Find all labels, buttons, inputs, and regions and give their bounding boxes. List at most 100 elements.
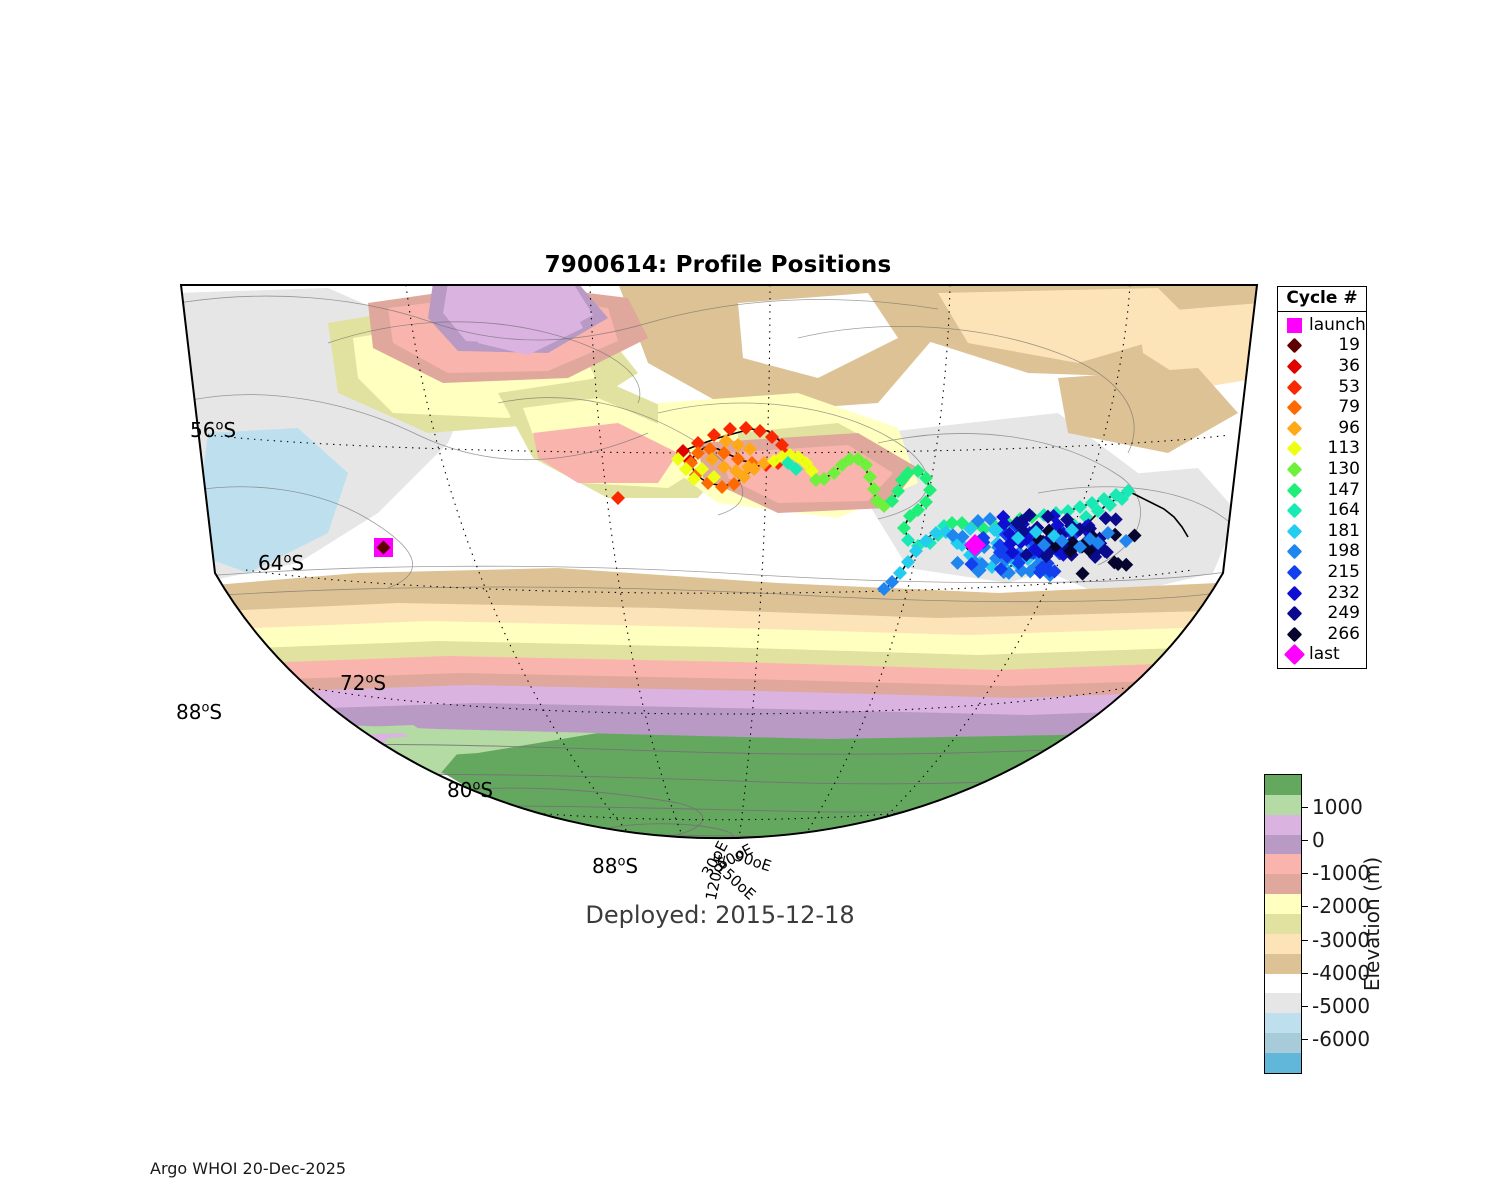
legend-marker-249-icon <box>1283 608 1305 619</box>
legend-item-198[interactable]: 198 <box>1278 542 1366 563</box>
legend-label: 164 <box>1305 502 1366 519</box>
colorbar-tick-label: -6000 <box>1312 1027 1370 1051</box>
colorbar-band <box>1265 914 1301 934</box>
legend-label: 53 <box>1305 379 1366 396</box>
colorbar-band <box>1265 1013 1301 1033</box>
legend-marker-96-icon <box>1283 423 1305 434</box>
cycle-legend-title: Cycle # <box>1277 286 1367 312</box>
legend-marker-last-icon <box>1283 647 1305 662</box>
colorbar-tick <box>1301 1039 1308 1040</box>
legend-label: 266 <box>1305 626 1366 643</box>
lat-tick-88s-label: 88oS <box>592 854 638 878</box>
legend-item-113[interactable]: 113 <box>1278 439 1366 460</box>
legend-marker-266-icon <box>1283 629 1305 640</box>
colorbar-band <box>1265 1053 1301 1073</box>
legend-marker-113-icon <box>1283 443 1305 454</box>
legend-marker-53-icon <box>1283 382 1305 393</box>
legend-item-266[interactable]: 266 <box>1278 624 1366 645</box>
colorbar-gradient <box>1264 774 1302 1074</box>
colorbar-band <box>1265 1033 1301 1053</box>
legend-item-215[interactable]: 215 <box>1278 562 1366 583</box>
colorbar-tick <box>1301 906 1308 907</box>
legend-marker-215-icon <box>1283 567 1305 578</box>
legend-label: 147 <box>1305 482 1366 499</box>
colorbar-tick <box>1301 873 1308 874</box>
legend-marker-19-icon <box>1283 340 1305 351</box>
colorbar-tick <box>1301 940 1308 941</box>
map-canvas <box>178 283 1260 893</box>
legend-marker-181-icon <box>1283 526 1305 537</box>
legend-item-147[interactable]: 147 <box>1278 480 1366 501</box>
legend-label: 215 <box>1305 564 1366 581</box>
legend-marker-232-icon <box>1283 588 1305 599</box>
legend-item-53[interactable]: 53 <box>1278 377 1366 398</box>
legend-item-launch[interactable]: launch <box>1278 315 1366 336</box>
colorbar-band <box>1265 974 1301 994</box>
colorbar-band <box>1265 874 1301 894</box>
lat-tick-72s: 72oS <box>340 671 386 695</box>
page-title: 7900614: Profile Positions <box>178 252 1258 278</box>
legend-item-181[interactable]: 181 <box>1278 521 1366 542</box>
colorbar-band <box>1265 993 1301 1013</box>
legend-label: 19 <box>1305 337 1366 354</box>
legend-marker-164-icon <box>1283 505 1305 516</box>
legend-marker-36-icon <box>1283 361 1305 372</box>
lat-tick-88s: 88oS <box>176 700 222 724</box>
legend-label: 181 <box>1305 523 1366 540</box>
colorbar-band <box>1265 934 1301 954</box>
colorbar-tick-label: -1000 <box>1312 861 1370 885</box>
deployed-date-label: Deployed: 2015-12-18 <box>400 901 1040 929</box>
cycle-legend-items[interactable]: launch19 36 53 79 96 113 130 147 164 181 198 215 232… <box>1277 312 1367 669</box>
legend-label: 79 <box>1305 399 1366 416</box>
bathymetry-layer <box>178 283 1260 893</box>
colorbar-tick <box>1301 807 1308 808</box>
lat-tick-80s: 80oS <box>447 778 493 802</box>
colorbar-tick-label: 0 <box>1312 828 1325 852</box>
legend-label: 96 <box>1305 420 1366 437</box>
legend-item-36[interactable]: 36 <box>1278 356 1366 377</box>
colorbar-tick-label: -5000 <box>1312 994 1370 1018</box>
legend-label: last <box>1305 646 1366 663</box>
lat-tick-56s: 56oS <box>190 418 236 442</box>
colorbar-band <box>1265 835 1301 855</box>
legend-marker-79-icon <box>1283 402 1305 413</box>
colorbar-tick <box>1301 1006 1308 1007</box>
legend-marker-launch-icon <box>1283 318 1305 333</box>
legend-marker-198-icon <box>1283 546 1305 557</box>
colorbar-band <box>1265 775 1301 795</box>
lat-tick-64s: 64oS <box>258 551 304 575</box>
legend-item-249[interactable]: 249 <box>1278 603 1366 624</box>
elevation-colorbar[interactable]: Elevation (m) 10000-1000-2000-3000-4000-… <box>1264 774 1302 1074</box>
colorbar-tick-label: 1000 <box>1312 795 1363 819</box>
legend-item-164[interactable]: 164 <box>1278 500 1366 521</box>
colorbar-band <box>1265 894 1301 914</box>
legend-item-last[interactable]: last <box>1278 645 1366 666</box>
colorbar-band <box>1265 954 1301 974</box>
cycle-legend[interactable]: Cycle # launch19 36 53 79 96 113 130 147 164 181 1… <box>1277 286 1367 669</box>
legend-label: 130 <box>1305 461 1366 478</box>
legend-label: launch <box>1305 317 1372 334</box>
legend-label: 36 <box>1305 358 1366 375</box>
colorbar-band <box>1265 815 1301 835</box>
colorbar-tick-label: -4000 <box>1312 961 1370 985</box>
colorbar-band <box>1265 795 1301 815</box>
credit-label: Argo WHOI 20-Dec-2025 <box>150 1159 346 1178</box>
map-plot[interactable]: 88oS <box>178 283 1260 893</box>
legend-marker-130-icon <box>1283 464 1305 475</box>
legend-marker-147-icon <box>1283 485 1305 496</box>
colorbar-tick-label: -3000 <box>1312 928 1370 952</box>
legend-label: 198 <box>1305 543 1366 560</box>
legend-item-96[interactable]: 96 <box>1278 418 1366 439</box>
legend-item-19[interactable]: 19 <box>1278 336 1366 357</box>
colorbar-tick <box>1301 973 1308 974</box>
legend-label: 232 <box>1305 585 1366 602</box>
legend-item-232[interactable]: 232 <box>1278 583 1366 604</box>
colorbar-tick <box>1301 840 1308 841</box>
legend-label: 113 <box>1305 440 1366 457</box>
legend-label: 249 <box>1305 605 1366 622</box>
longitude-labels: 30oE60oE90oE120oE150oE <box>690 848 760 900</box>
colorbar-tick-label: -2000 <box>1312 894 1370 918</box>
legend-item-79[interactable]: 79 <box>1278 397 1366 418</box>
legend-item-130[interactable]: 130 <box>1278 459 1366 480</box>
colorbar-band <box>1265 854 1301 874</box>
